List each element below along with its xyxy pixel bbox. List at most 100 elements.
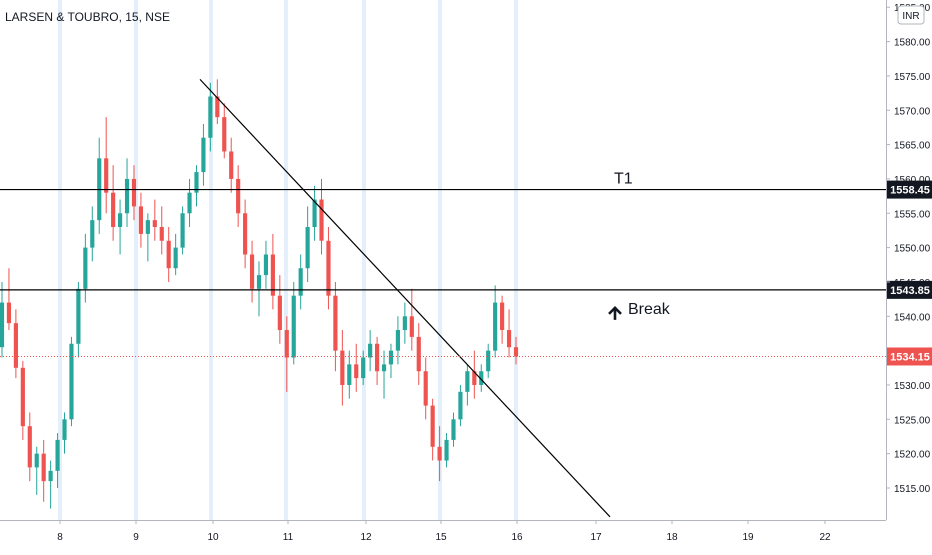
candle-body (444, 439, 449, 461)
candle-body (437, 446, 442, 461)
price-label-box (887, 180, 932, 199)
candle-body (374, 343, 380, 372)
x-tick-label: 19 (742, 532, 754, 543)
candle-body (55, 439, 60, 471)
trendline[interactable] (199, 78, 611, 518)
candle-body (111, 192, 116, 228)
arrow-up-icon (608, 306, 622, 320)
candle-body (222, 117, 227, 152)
candle-body (208, 96, 213, 138)
price-label: 1543.85 (890, 285, 930, 297)
y-tick-label: 1540.00 (894, 312, 931, 323)
y-tick-label: 1550.00 (894, 244, 931, 255)
candle-body (361, 357, 366, 379)
candle-body (263, 254, 269, 276)
session-band (514, 0, 518, 520)
candle-body (333, 295, 338, 351)
candle-body (90, 220, 95, 248)
candle-body (173, 247, 178, 269)
session-band (284, 0, 288, 520)
candle-body (493, 302, 498, 351)
x-tick-label: 10 (207, 532, 219, 543)
x-tick-label: 16 (511, 532, 523, 543)
candle-body (6, 302, 12, 324)
y-tick-label: 1570.00 (894, 106, 931, 117)
candle-body (166, 240, 171, 269)
symbol-title: LARSEN & TOUBRO, 15, NSE (5, 10, 170, 24)
candle-body (62, 419, 67, 440)
y-tick-label: 1560.00 (894, 175, 931, 186)
line-label-t1: T1 (614, 171, 633, 188)
y-tick-label: 1530.00 (894, 381, 931, 392)
candle-body (152, 220, 157, 228)
x-tick-label: 15 (435, 532, 447, 543)
candle-body (479, 371, 484, 385)
y-tick-label: 1525.00 (894, 415, 931, 426)
currency-badge-box[interactable] (897, 5, 925, 25)
x-tick-label: 8 (57, 532, 63, 543)
candle-body (187, 192, 192, 214)
candle-body (430, 405, 435, 447)
candle-body (0, 302, 5, 348)
y-tick-label: 1555.00 (894, 209, 931, 220)
candle-body (69, 343, 74, 420)
candle-body (117, 213, 123, 228)
candle-body (124, 178, 130, 214)
candle-body (312, 199, 317, 228)
candle-body (104, 158, 109, 193)
candle-body (180, 213, 185, 248)
candle-body (500, 302, 505, 331)
candle-body (451, 419, 456, 440)
candle-body (201, 137, 206, 173)
price-label-box (887, 280, 932, 299)
candle-body (423, 371, 428, 406)
session-band (362, 0, 366, 520)
x-tick-label: 18 (666, 532, 678, 543)
x-tick-label: 11 (283, 532, 294, 543)
currency-badge[interactable]: INR (897, 5, 925, 25)
candle-body (305, 227, 310, 269)
x-tick-label: 12 (360, 532, 372, 543)
candle-body (395, 330, 401, 351)
candle-body (256, 275, 262, 289)
x-tick-label: 9 (133, 532, 139, 543)
candle-body (506, 330, 512, 348)
currency-badge-label: INR (902, 11, 919, 22)
x-tick-label: 17 (590, 532, 602, 543)
line-label-break: Break (628, 301, 671, 318)
candle-body (326, 240, 331, 296)
candle-body (194, 172, 199, 193)
last-price-label-box (887, 347, 932, 366)
candle-body (291, 295, 296, 358)
candle-body (76, 288, 81, 344)
candle-body (131, 178, 137, 207)
candle-body (465, 371, 470, 392)
candle-body (270, 254, 275, 296)
axes-layer: 1558.45 1543.85 1515.00 1520.00 1525.00 1530.… (0, 0, 932, 543)
candle-body (381, 364, 387, 372)
y-tick-label: 1515.00 (894, 484, 931, 495)
candle-body (298, 268, 303, 296)
candle-body (340, 350, 345, 385)
candle-body (159, 227, 164, 241)
candle-body (347, 364, 352, 385)
candle-body (236, 178, 241, 214)
candle-body (388, 350, 394, 365)
candle-body (486, 350, 491, 372)
drawings-layer: T1 Break (0, 78, 886, 518)
y-tick-label: 1565.00 (894, 141, 931, 152)
candle-body (277, 295, 282, 331)
session-band (58, 0, 62, 520)
candle-body (41, 453, 46, 482)
session-band (209, 0, 213, 520)
candle-body (249, 254, 255, 289)
y-tick-label: 1520.00 (894, 450, 931, 461)
candle-body (458, 391, 463, 420)
candle-body (319, 199, 324, 241)
candle-body (138, 206, 144, 234)
candle-body (145, 220, 150, 234)
candle-body (513, 347, 519, 357)
candle-body (354, 364, 359, 379)
